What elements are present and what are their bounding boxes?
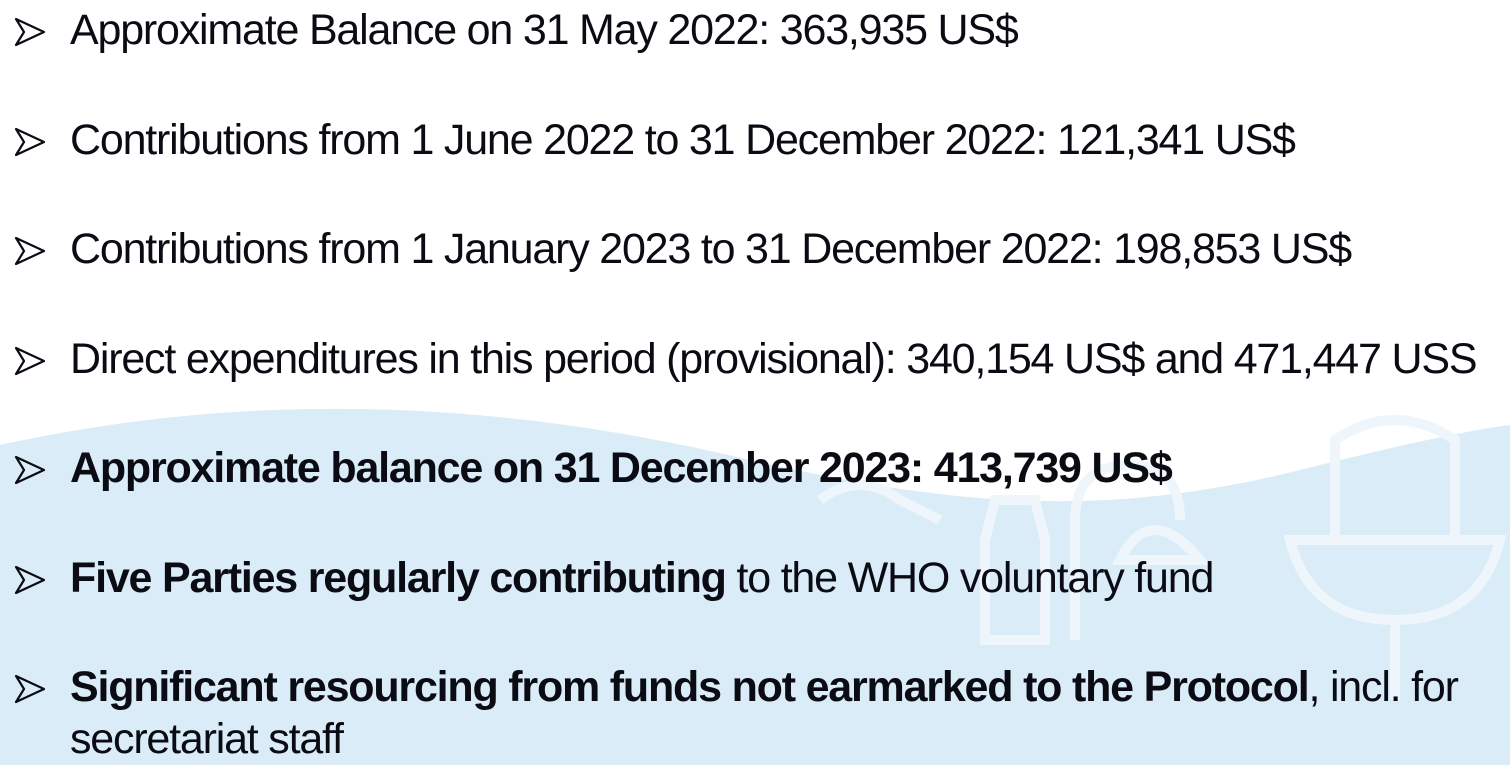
- bullet-arrow: [14, 235, 46, 267]
- bullet-arrow: [14, 673, 46, 705]
- text: Contributions from 1 June 2022 to 31 Dec…: [70, 116, 1295, 164]
- bullet: Approximate Balance on 31 May 2022: 363,…: [70, 4, 1500, 56]
- slide: Approximate Balance on 31 May 2022: 363,…: [0, 0, 1510, 765]
- bullet: Contributions from 1 June 2022 to 31 Dec…: [70, 114, 1500, 166]
- bullet: Contributions from 1 January 2023 to 31 …: [70, 223, 1500, 275]
- bullet-arrow: [14, 126, 46, 158]
- text: Approximate Balance on 31 May 2022: 363,…: [70, 6, 1018, 54]
- text: Direct expenditures in this period (prov…: [70, 335, 1476, 383]
- text: Contributions from 1 January 2023 to 31 …: [70, 225, 1351, 273]
- bullet: Direct expenditures in this period (prov…: [70, 333, 1500, 385]
- bullet: Approximate balance on 31 December 2023:…: [70, 442, 1500, 494]
- bullet-arrow: [14, 564, 46, 596]
- bullet: Five Parties regularly contributing to t…: [70, 552, 1500, 604]
- bold-text: Approximate balance on 31 December 2023:…: [70, 444, 1172, 492]
- bullet-arrow: [14, 454, 46, 486]
- bold-text: Five Parties regularly contributing: [70, 554, 726, 602]
- bullet-arrow: [14, 16, 46, 48]
- bullet-arrow: [14, 345, 46, 377]
- bold-text: Significant resourcing from funds not ea…: [70, 663, 1308, 711]
- text: to the WHO voluntary fund: [726, 554, 1213, 602]
- bullet: Significant resourcing from funds not ea…: [70, 661, 1500, 765]
